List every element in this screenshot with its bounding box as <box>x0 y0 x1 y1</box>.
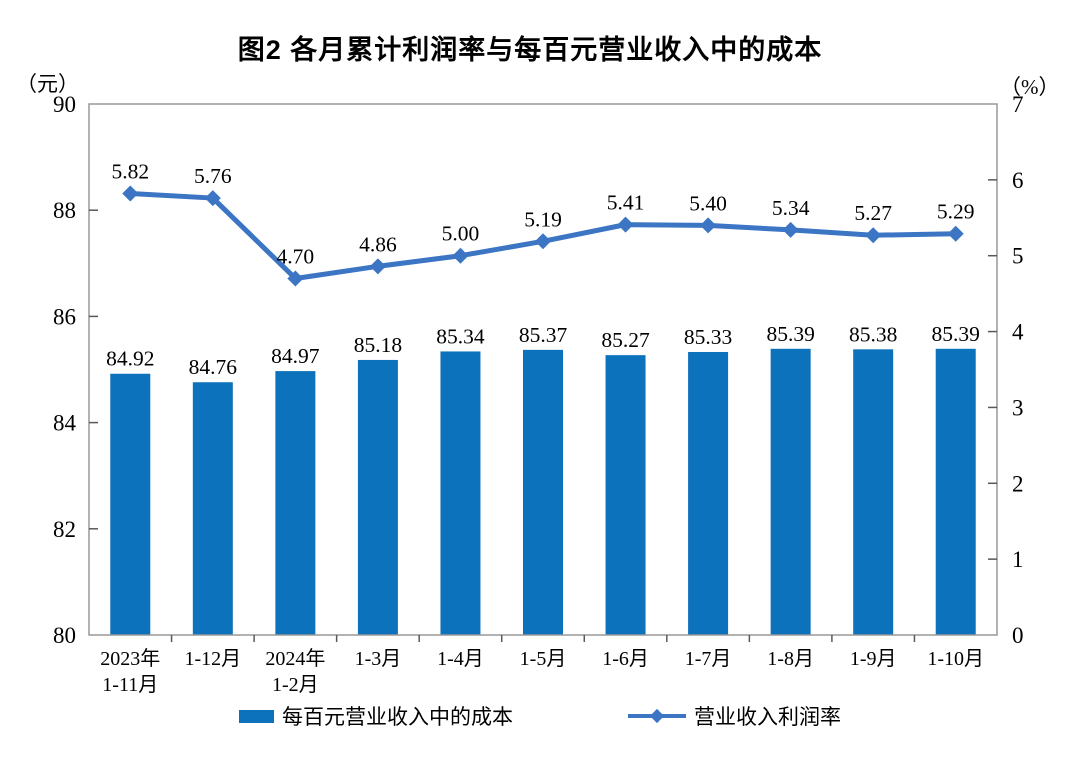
bar-data-label: 85.38 <box>849 322 897 346</box>
bar <box>357 359 398 635</box>
right-axis-tick-label: 0 <box>1012 623 1024 648</box>
left-axis-tick-label: 84 <box>53 411 77 436</box>
bar <box>192 382 233 635</box>
bar-swatch-icon <box>239 709 274 723</box>
bar <box>440 351 481 635</box>
line-data-label: 5.00 <box>442 222 480 246</box>
right-axis-tick-label: 7 <box>1012 92 1024 117</box>
line-data-label: 5.34 <box>772 196 810 220</box>
bar-data-label: 84.92 <box>106 347 154 371</box>
bar-data-label: 84.97 <box>271 344 320 368</box>
bar <box>853 349 894 635</box>
left-axis-tick-label: 82 <box>53 517 76 542</box>
diamond-marker-icon <box>535 233 551 250</box>
left-axis-tick-label: 88 <box>53 198 76 223</box>
bar <box>770 348 811 635</box>
bar <box>605 355 646 635</box>
right-axis-tick-label: 6 <box>1012 168 1024 193</box>
bar <box>110 373 151 635</box>
diamond-marker-icon <box>947 225 964 242</box>
bar <box>275 371 316 635</box>
bar <box>935 348 976 635</box>
line-data-label: 5.41 <box>607 191 645 215</box>
right-axis-tick-label: 4 <box>1012 320 1024 345</box>
x-axis-category-label: 1-10月 <box>927 648 984 670</box>
diamond-marker-icon <box>700 217 717 234</box>
legend: 每百元营业收入中的成本 营业收入利润率 <box>0 701 1080 731</box>
legend-item-bar-series: 每百元营业收入中的成本 <box>239 701 513 731</box>
line-data-label: 5.27 <box>854 201 892 225</box>
diamond-marker-icon <box>369 258 386 275</box>
x-axis-category-label: 1-9月 <box>850 648 897 670</box>
line-data-label: 4.86 <box>359 232 397 256</box>
left-axis-unit-label: （元） <box>16 72 79 96</box>
right-axis-tick-label: 5 <box>1012 244 1024 269</box>
x-axis-category-label: 1-7月 <box>685 648 732 670</box>
line-data-label: 4.70 <box>277 244 315 268</box>
x-axis-category-label: 1-8月 <box>767 648 814 670</box>
diamond-marker-icon <box>617 216 634 233</box>
diamond-marker-icon <box>649 708 665 724</box>
legend-label-line-series: 营业收入利润率 <box>694 705 841 729</box>
diamond-marker-icon <box>452 247 469 264</box>
left-axis-tick-label: 90 <box>53 92 76 117</box>
x-axis-category-label: 1-5月 <box>520 648 567 670</box>
diamond-marker-icon <box>204 190 221 207</box>
x-axis-category-label: 1-3月 <box>355 648 402 670</box>
right-axis-tick-label: 1 <box>1012 547 1024 572</box>
right-axis-tick-label: 2 <box>1012 471 1024 496</box>
bar-data-label: 85.18 <box>354 333 402 357</box>
line-data-label: 5.76 <box>194 164 232 188</box>
left-axis-tick-label: 86 <box>53 304 76 329</box>
bar <box>523 349 563 635</box>
diamond-marker-icon <box>865 227 882 244</box>
left-axis-tick-label: 80 <box>53 623 76 648</box>
legend-label-bar-series: 每百元营业收入中的成本 <box>282 705 513 729</box>
bar-data-label: 85.33 <box>684 325 732 349</box>
line-data-label: 5.29 <box>937 200 975 224</box>
chart-title: 图2 各月累计利润率与每百元营业收入中的成本 <box>237 35 823 65</box>
diamond-marker-icon <box>782 221 799 238</box>
x-axis-category-label: 1-4月 <box>437 648 484 670</box>
x-axis-category-label: 2023年 1-11月 <box>100 647 160 696</box>
plot-frame <box>88 103 998 636</box>
line-diamond-swatch-icon <box>628 708 686 724</box>
x-axis-category-label: 2024年 1-2月 <box>265 647 325 696</box>
bar-data-label: 85.39 <box>766 322 814 346</box>
x-axis-category-label: 1-12月 <box>184 648 241 670</box>
line-data-label: 5.40 <box>689 191 727 215</box>
legend-item-line-series: 营业收入利润率 <box>628 701 841 731</box>
right-axis-unit-label: （%） <box>1000 75 1060 99</box>
bar-data-label: 85.37 <box>519 323 568 347</box>
bar-data-label: 85.34 <box>436 324 485 348</box>
x-axis-category-label: 1-6月 <box>602 648 649 670</box>
bar <box>688 351 729 635</box>
right-axis-tick-label: 3 <box>1012 395 1024 420</box>
line-data-label: 5.82 <box>111 160 149 184</box>
bar-data-label: 84.76 <box>189 355 238 379</box>
diamond-marker-icon <box>287 270 304 287</box>
line-data-label: 5.19 <box>524 207 562 231</box>
bar-data-label: 85.27 <box>601 328 650 352</box>
diamond-marker-icon <box>122 185 139 202</box>
bar-data-label: 85.39 <box>932 322 980 346</box>
